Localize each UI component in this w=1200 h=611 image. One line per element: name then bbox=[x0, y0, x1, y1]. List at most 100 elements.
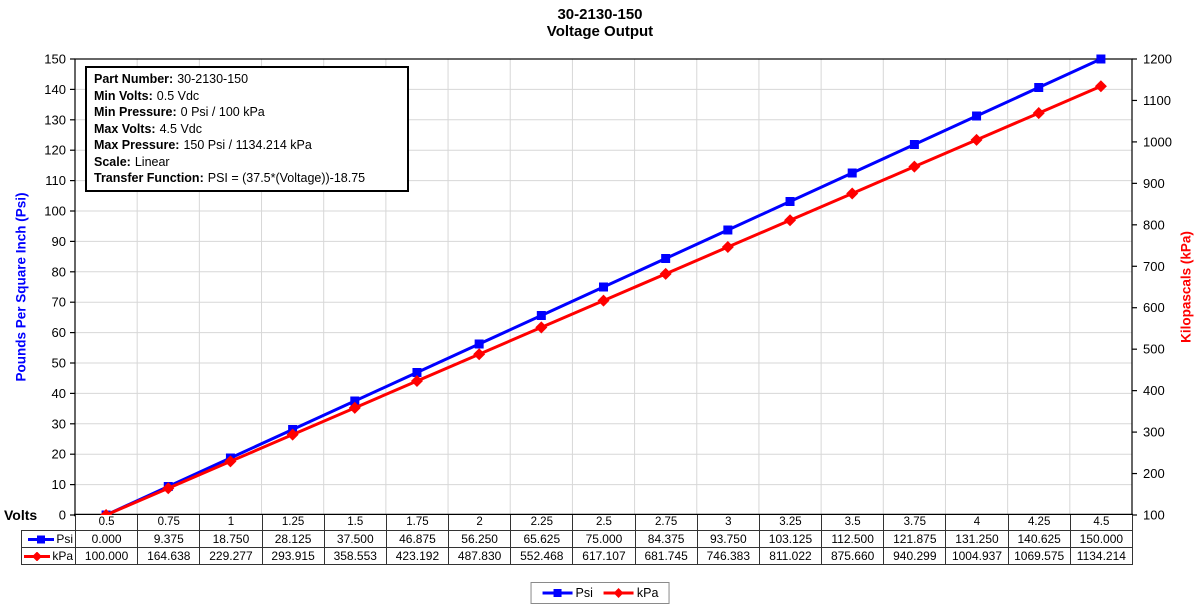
info-line: Part Number: 30-2130-150 bbox=[94, 71, 400, 88]
left-axis-tick-label: 40 bbox=[52, 386, 66, 401]
volts-cell: 2.25 bbox=[510, 515, 574, 531]
left-axis-tick-label: 140 bbox=[44, 82, 66, 97]
series-marker bbox=[908, 160, 921, 173]
series-row-header: kPa bbox=[21, 547, 76, 565]
psi-cell: 131.250 bbox=[945, 530, 1009, 548]
right-axis-tick-label: 700 bbox=[1143, 259, 1165, 274]
psi-cell: 84.375 bbox=[634, 530, 698, 548]
right-axis-tick-label: 1000 bbox=[1143, 134, 1172, 149]
psi-cell: 150.000 bbox=[1069, 530, 1134, 548]
right-axis-tick-label: 300 bbox=[1143, 425, 1165, 440]
left-axis-tick-label: 30 bbox=[52, 416, 66, 431]
left-axis-tick-label: 80 bbox=[52, 264, 66, 279]
psi-cell: 9.375 bbox=[137, 530, 201, 548]
series-marker-icon bbox=[37, 535, 46, 543]
psi-cell: 121.875 bbox=[883, 530, 947, 548]
series-marker bbox=[846, 187, 859, 200]
kpa-cell: 487.830 bbox=[448, 547, 512, 565]
series-marker bbox=[474, 339, 484, 349]
psi-cell: 65.625 bbox=[510, 530, 574, 548]
info-line: Scale: Linear bbox=[94, 154, 400, 171]
series-marker bbox=[723, 225, 733, 235]
volts-cell: 2 bbox=[448, 515, 512, 531]
left-axis-tick-label: 90 bbox=[52, 234, 66, 249]
kpa-cell: 875.660 bbox=[821, 547, 885, 565]
series-marker bbox=[535, 321, 548, 334]
kpa-cell: 1134.214 bbox=[1069, 547, 1134, 565]
series-marker-icon bbox=[613, 588, 624, 598]
chart-title-line1: 30-2130-150 bbox=[557, 6, 643, 23]
kpa-row: kPa 100.000 164.638 229.277 293.915 358.553 42… bbox=[21, 547, 1134, 565]
info-value: PSI = (37.5*(Voltage))-18.75 bbox=[207, 171, 366, 185]
left-axis-tick-label: 60 bbox=[52, 325, 66, 340]
volts-cell: 1.25 bbox=[261, 515, 325, 531]
series-marker-icon bbox=[24, 551, 51, 561]
volts-cell: 1 bbox=[199, 515, 263, 531]
left-axis-tick-label: 10 bbox=[52, 477, 66, 492]
volts-cell: 3.75 bbox=[883, 515, 947, 531]
right-axis-tick-label: 400 bbox=[1143, 383, 1165, 398]
series-marker bbox=[909, 140, 919, 149]
kpa-cell: 681.745 bbox=[634, 547, 698, 565]
psi-cell: 103.125 bbox=[758, 530, 823, 548]
series-row-header-label: Psi bbox=[56, 531, 73, 546]
legend-box: Psi kPa bbox=[530, 582, 670, 604]
kpa-cell: 229.277 bbox=[199, 547, 263, 565]
kpa-cell: 552.468 bbox=[510, 547, 574, 565]
series-marker bbox=[599, 282, 608, 292]
left-axis-title: Pounds Per Square Inch (Psi) bbox=[13, 192, 29, 382]
kpa-cell: 164.638 bbox=[137, 547, 201, 565]
left-axis-tick-label: 70 bbox=[52, 295, 66, 310]
kpa-cell: 358.553 bbox=[323, 547, 387, 565]
volts-cell: 4.5 bbox=[1069, 515, 1134, 531]
psi-cell: 28.125 bbox=[261, 530, 325, 548]
info-value: 30-2130-150 bbox=[177, 72, 249, 86]
series-marker-icon bbox=[542, 589, 573, 597]
series-marker bbox=[1032, 107, 1045, 120]
left-axis-tick-label: 20 bbox=[52, 447, 66, 462]
info-label: Min Pressure: bbox=[94, 105, 177, 119]
series-marker bbox=[412, 368, 422, 377]
psi-cell: 140.625 bbox=[1007, 530, 1071, 548]
series-marker bbox=[847, 168, 857, 178]
volts-row: 0.5 0.75 1 1.25 1.5 1.75 2 2.25 2.5 2.75 3 3.25 3.5 3… bbox=[22, 515, 1134, 531]
info-value: 4.5 Vdc bbox=[159, 121, 202, 136]
series-marker bbox=[659, 267, 672, 280]
volts-cell: 3.5 bbox=[821, 515, 885, 531]
left-axis-tick-label: 120 bbox=[44, 143, 66, 158]
left-axis-tick-label: 130 bbox=[44, 112, 66, 127]
info-box: Part Number: 30-2130-150 Min Volts: 0.5 Vdc… bbox=[85, 66, 409, 192]
psi-cell: 112.500 bbox=[821, 530, 885, 548]
right-axis-tick-label: 1200 bbox=[1143, 52, 1172, 67]
series-marker bbox=[350, 396, 360, 406]
kpa-cell: 1004.937 bbox=[945, 547, 1009, 565]
info-line: Min Pressure: 0 Psi / 100 kPa bbox=[94, 104, 400, 121]
series-marker bbox=[597, 294, 610, 307]
table-body: 0.5 0.75 1 1.25 1.5 1.75 2 2.25 2.5 2.75 3 3.25 3.5 3… bbox=[21, 515, 1134, 565]
volts-cell: 4 bbox=[945, 515, 1009, 531]
psi-cell: 37.500 bbox=[323, 530, 387, 548]
info-label: Scale: bbox=[94, 154, 131, 169]
psi-cell: 0.000 bbox=[74, 530, 139, 548]
chart-title-line2: Voltage Output bbox=[546, 23, 654, 40]
info-label: Max Volts: bbox=[94, 121, 156, 136]
volts-cell: 0.5 bbox=[74, 515, 139, 531]
info-line: Transfer Function: PSI = (37.5*(Voltage))… bbox=[94, 170, 400, 187]
psi-row: Psi 0.000 9.375 18.750 28.125 37.500 46.875 56.… bbox=[21, 530, 1134, 548]
volts-cell: 2.5 bbox=[572, 515, 636, 531]
right-axis-tick-label: 900 bbox=[1143, 176, 1165, 191]
info-value: 0.5 Vdc bbox=[156, 88, 200, 103]
right-axis-tick-label: 500 bbox=[1143, 342, 1165, 357]
volts-cell: 1.75 bbox=[385, 515, 450, 531]
legend-label: kPa bbox=[636, 586, 659, 600]
volts-cell: 3 bbox=[696, 515, 760, 531]
left-axis-tick-label: 0 bbox=[59, 508, 66, 523]
series-marker bbox=[721, 241, 734, 254]
left-axis-tick-label: 110 bbox=[45, 173, 66, 188]
series-marker bbox=[970, 133, 983, 146]
kpa-cell: 293.915 bbox=[261, 547, 325, 565]
kpa-cell: 617.107 bbox=[572, 547, 636, 565]
right-axis-tick-label: 1100 bbox=[1143, 93, 1171, 108]
